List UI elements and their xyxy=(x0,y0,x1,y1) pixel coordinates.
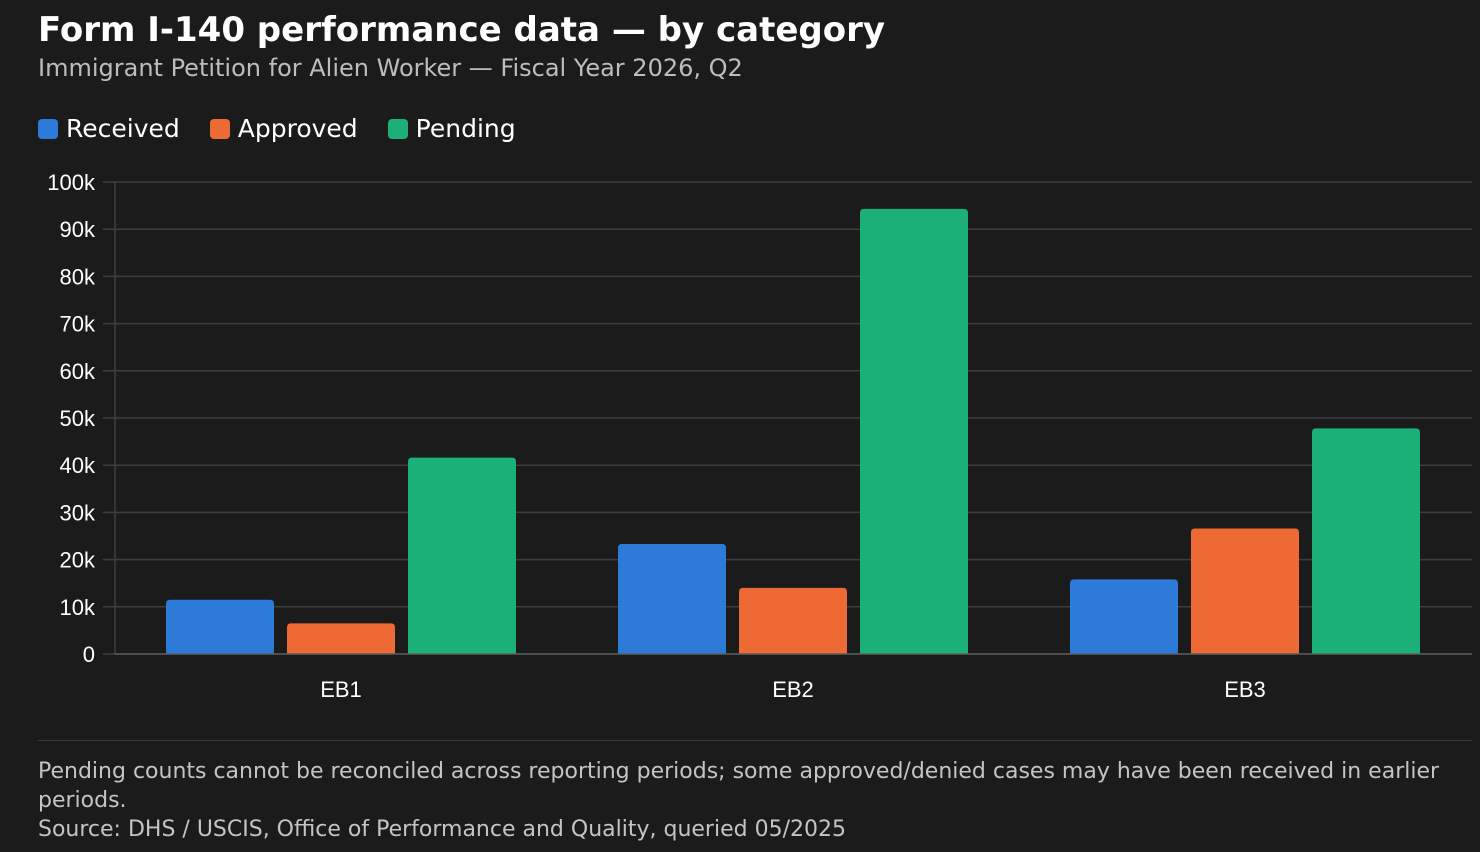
y-tick-label: 40k xyxy=(60,453,96,478)
footnote: Pending counts cannot be reconciled acro… xyxy=(38,757,1448,844)
legend-label-pending: Pending xyxy=(415,114,516,143)
source-text: Source: DHS / USCIS, Office of Performan… xyxy=(38,817,846,842)
y-tick-label: 30k xyxy=(60,500,96,525)
bar-eb2-pending xyxy=(860,208,968,654)
x-tick-label: EB3 xyxy=(1224,677,1266,702)
y-tick-label: 90k xyxy=(60,217,96,242)
bar-eb3-pending xyxy=(1312,428,1420,654)
legend-item-pending: Pending xyxy=(387,114,516,143)
chart-title: Form I-140 performance data — by categor… xyxy=(38,10,886,50)
y-tick-label: 70k xyxy=(60,312,96,337)
legend-item-received: Received xyxy=(38,114,180,143)
footer-divider xyxy=(38,740,1472,741)
x-tick-label: EB1 xyxy=(320,677,362,702)
bar-eb3-approved xyxy=(1191,528,1299,654)
bar-eb1-received xyxy=(166,599,274,654)
legend-swatch-pending xyxy=(387,118,408,139)
legend: Received Approved Pending xyxy=(38,114,546,143)
legend-swatch-received xyxy=(38,118,58,139)
bar-eb3-received xyxy=(1070,579,1178,654)
bar-eb1-approved xyxy=(287,623,395,654)
y-tick-label: 60k xyxy=(60,359,96,384)
y-tick-label: 80k xyxy=(60,264,96,289)
footnote-text: Pending counts cannot be reconciled acro… xyxy=(38,759,1440,813)
bar-eb2-received xyxy=(618,544,726,654)
y-tick-label: 20k xyxy=(60,548,96,573)
legend-label-approved: Approved xyxy=(237,114,358,143)
y-tick-label: 100k xyxy=(47,170,96,195)
y-tick-label: 0 xyxy=(83,642,95,667)
y-tick-label: 50k xyxy=(60,406,96,431)
legend-label-received: Received xyxy=(66,114,180,143)
x-tick-label: EB2 xyxy=(772,677,814,702)
bar-eb2-approved xyxy=(739,587,847,654)
bar-chart: 0 10k 20k 30k 40k 50k 60k 70k 80k 90k 100k EB1 EB2 EB… xyxy=(47,170,1472,702)
legend-swatch-approved xyxy=(209,118,230,139)
bar-eb1-pending xyxy=(408,457,516,654)
y-tick-label: 10k xyxy=(60,595,96,620)
legend-item-approved: Approved xyxy=(209,114,358,143)
chart-subtitle: Immigrant Petition for Alien Worker — Fi… xyxy=(38,54,743,82)
